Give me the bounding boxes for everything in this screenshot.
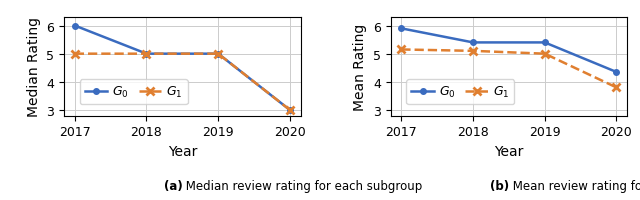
X-axis label: Year: Year bbox=[494, 144, 524, 158]
$G_1$ bbox=[469, 50, 477, 53]
$G_1$ bbox=[71, 53, 79, 56]
$G_1$ bbox=[143, 53, 150, 56]
Text: (b): (b) bbox=[490, 179, 509, 192]
Y-axis label: Median Rating: Median Rating bbox=[27, 17, 41, 117]
$G_1$ bbox=[541, 53, 548, 56]
$G_1$ bbox=[397, 49, 405, 51]
Text: Median review rating for each subgroup: Median review rating for each subgroup bbox=[182, 179, 422, 192]
$G_0$ bbox=[71, 25, 79, 28]
$G_0$ bbox=[143, 53, 150, 56]
$G_1$ bbox=[214, 53, 222, 56]
$G_0$ bbox=[286, 109, 294, 112]
Line: $G_1$: $G_1$ bbox=[397, 46, 621, 92]
$G_1$ bbox=[286, 109, 294, 112]
$G_1$ bbox=[612, 87, 620, 89]
Legend: $G_0$, $G_1$: $G_0$, $G_1$ bbox=[80, 80, 188, 105]
$G_0$ bbox=[541, 42, 548, 44]
$G_0$ bbox=[469, 42, 477, 44]
$G_0$ bbox=[612, 71, 620, 74]
Text: Mean review rating for each subgroup: Mean review rating for each subgroup bbox=[509, 179, 640, 192]
Legend: $G_0$, $G_1$: $G_0$, $G_1$ bbox=[406, 80, 515, 105]
Y-axis label: Mean Rating: Mean Rating bbox=[353, 24, 367, 110]
X-axis label: Year: Year bbox=[168, 144, 197, 158]
$G_0$ bbox=[214, 53, 222, 56]
Text: (a): (a) bbox=[164, 179, 182, 192]
Line: $G_0$: $G_0$ bbox=[399, 26, 620, 75]
$G_0$ bbox=[397, 28, 405, 30]
Line: $G_0$: $G_0$ bbox=[72, 24, 292, 113]
Line: $G_1$: $G_1$ bbox=[70, 50, 294, 115]
